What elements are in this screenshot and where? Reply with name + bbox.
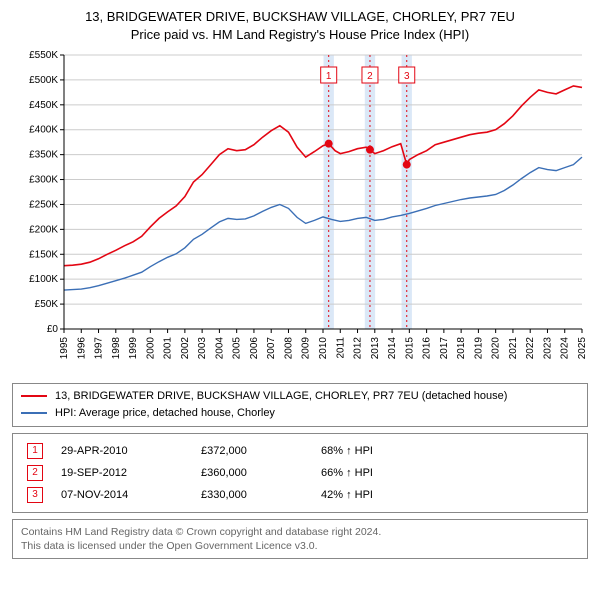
legend-swatch [21, 412, 47, 414]
svg-text:1995: 1995 [59, 337, 70, 360]
svg-text:£100K: £100K [29, 274, 58, 285]
svg-text:2011: 2011 [335, 337, 346, 359]
svg-text:2002: 2002 [180, 337, 191, 360]
svg-text:3: 3 [404, 71, 410, 82]
svg-text:2005: 2005 [232, 337, 243, 360]
svg-text:1996: 1996 [76, 337, 87, 360]
svg-text:£250K: £250K [29, 200, 58, 211]
svg-text:1: 1 [326, 71, 332, 82]
title-block: 13, BRIDGEWATER DRIVE, BUCKSHAW VILLAGE,… [12, 8, 588, 43]
price-chart: 1 2 3 £0 £50K £100K £150K £200K £250K £300K £350K £… [12, 47, 588, 377]
svg-text:2012: 2012 [353, 337, 364, 360]
legend-label: HPI: Average price, detached house, Chor… [55, 405, 275, 422]
svg-text:£350K: £350K [29, 150, 58, 161]
svg-text:2013: 2013 [370, 337, 381, 360]
footer: Contains HM Land Registry data © Crown c… [12, 519, 588, 559]
svg-text:2009: 2009 [301, 337, 312, 360]
svg-text:£150K: £150K [29, 249, 58, 260]
sale-delta: 68% ↑ HPI [315, 440, 579, 462]
svg-text:2025: 2025 [577, 337, 588, 360]
svg-text:2015: 2015 [404, 337, 415, 360]
table-row: 3 07-NOV-2014£330,00042% ↑ HPI [21, 484, 579, 506]
table-row: 1 29-APR-2010£372,00068% ↑ HPI [21, 440, 579, 462]
svg-text:2010: 2010 [318, 337, 329, 360]
svg-text:2004: 2004 [214, 337, 225, 360]
svg-text:2022: 2022 [525, 337, 536, 360]
table-row: 2 19-SEP-2012£360,00066% ↑ HPI [21, 462, 579, 484]
legend-label: 13, BRIDGEWATER DRIVE, BUCKSHAW VILLAGE,… [55, 388, 507, 405]
svg-text:2000: 2000 [145, 337, 156, 360]
title-line-2: Price paid vs. HM Land Registry's House … [12, 26, 588, 44]
sale-delta: 42% ↑ HPI [315, 484, 579, 506]
svg-text:2: 2 [367, 71, 373, 82]
svg-text:2017: 2017 [439, 337, 450, 360]
svg-text:£200K: £200K [29, 224, 58, 235]
svg-text:2008: 2008 [283, 337, 294, 360]
svg-text:2016: 2016 [422, 337, 433, 360]
sale-date: 19-SEP-2012 [55, 462, 195, 484]
svg-text:£400K: £400K [29, 125, 58, 136]
svg-text:2021: 2021 [508, 337, 519, 360]
svg-text:2020: 2020 [491, 337, 502, 360]
sale-marker-badge: 1 [27, 443, 43, 459]
svg-text:1999: 1999 [128, 337, 139, 360]
legend-row: HPI: Average price, detached house, Chor… [21, 405, 579, 422]
sales-table: 1 29-APR-2010£372,00068% ↑ HPI 2 19-SEP-201… [21, 440, 579, 506]
footer-line-1: Contains HM Land Registry data © Crown c… [21, 525, 579, 539]
svg-text:2006: 2006 [249, 337, 260, 360]
svg-text:£300K: £300K [29, 175, 58, 186]
svg-text:2019: 2019 [473, 337, 484, 360]
sale-date: 07-NOV-2014 [55, 484, 195, 506]
sales-table-box: 1 29-APR-2010£372,00068% ↑ HPI 2 19-SEP-201… [12, 433, 588, 513]
footer-line-2: This data is licensed under the Open Gov… [21, 539, 579, 553]
svg-text:£500K: £500K [29, 75, 58, 86]
svg-text:£450K: £450K [29, 100, 58, 111]
sale-marker-badge: 2 [27, 465, 43, 481]
sale-price: £372,000 [195, 440, 315, 462]
sale-price: £360,000 [195, 462, 315, 484]
svg-text:£550K: £550K [29, 50, 58, 61]
sale-marker-badge: 3 [27, 487, 43, 503]
svg-text:1997: 1997 [94, 337, 105, 360]
svg-text:2014: 2014 [387, 337, 398, 360]
svg-text:£0: £0 [47, 324, 59, 335]
svg-text:2018: 2018 [456, 337, 467, 360]
svg-text:£50K: £50K [35, 299, 59, 310]
sale-delta: 66% ↑ HPI [315, 462, 579, 484]
svg-text:2001: 2001 [163, 337, 174, 360]
legend-row: 13, BRIDGEWATER DRIVE, BUCKSHAW VILLAGE,… [21, 388, 579, 405]
svg-text:2024: 2024 [560, 337, 571, 360]
sale-price: £330,000 [195, 484, 315, 506]
svg-text:2023: 2023 [542, 337, 553, 360]
svg-text:2003: 2003 [197, 337, 208, 360]
svg-text:2007: 2007 [266, 337, 277, 360]
legend-swatch [21, 395, 47, 397]
legend: 13, BRIDGEWATER DRIVE, BUCKSHAW VILLAGE,… [12, 383, 588, 427]
sale-date: 29-APR-2010 [55, 440, 195, 462]
svg-text:1998: 1998 [111, 337, 122, 360]
title-line-1: 13, BRIDGEWATER DRIVE, BUCKSHAW VILLAGE,… [12, 8, 588, 26]
